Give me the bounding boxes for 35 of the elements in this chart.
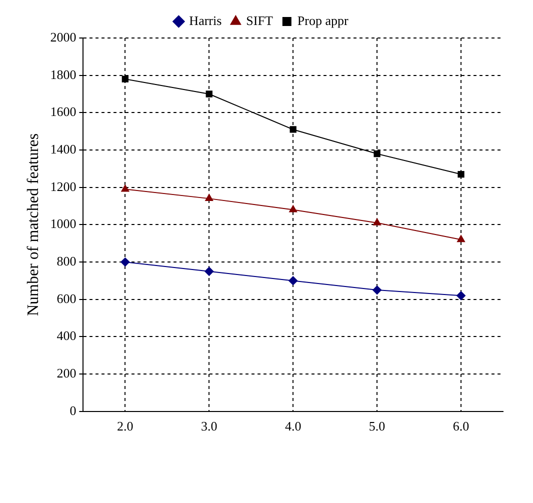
y-tick-label: 1800	[50, 66, 76, 82]
y-tick-label: 1600	[50, 104, 76, 120]
y-axis-title: Number of matched features	[24, 133, 42, 316]
point	[289, 205, 298, 212]
point	[290, 126, 296, 133]
y-tick-label: 1200	[50, 178, 76, 194]
point	[120, 258, 130, 267]
y-tick-label: 2000	[50, 29, 76, 44]
point	[457, 235, 465, 242]
y-tick-label: 400	[56, 328, 76, 344]
x-tick-label: 2.0	[117, 418, 134, 434]
y-tick-label: 200	[56, 365, 76, 380]
legend-label: Harris	[189, 12, 222, 28]
point	[458, 170, 464, 178]
x-tick-label: 4.0	[284, 418, 302, 434]
y-tick-label: 800	[56, 253, 76, 268]
point	[372, 286, 382, 295]
point	[373, 218, 382, 226]
point	[205, 194, 214, 202]
point	[122, 76, 129, 82]
y-tick-label: 1000	[50, 216, 76, 232]
point	[374, 150, 380, 158]
y-tick-label: 600	[56, 290, 76, 306]
point	[204, 266, 214, 276]
x-tick-label: 3.0	[201, 418, 218, 434]
y-tick-label: 1400	[50, 141, 76, 156]
point	[288, 276, 298, 286]
point	[206, 90, 212, 98]
legend-label: SIFT	[246, 12, 273, 28]
y-tick-label: 0	[70, 402, 76, 418]
legend-label: Prop appr	[297, 12, 349, 28]
point	[456, 291, 466, 300]
x-tick-label: 5.0	[368, 418, 386, 434]
point	[121, 184, 130, 192]
x-tick-label: 6.0	[452, 418, 470, 434]
